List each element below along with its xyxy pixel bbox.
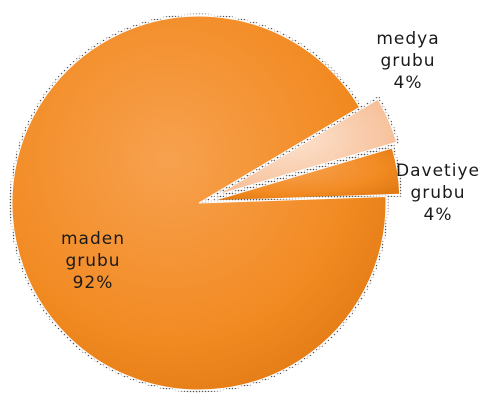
slice-label-maden: maden grubu 92% (61, 229, 125, 293)
pie-slice-maden (11, 15, 387, 391)
pie-slice-medya (217, 98, 398, 196)
slice-label-medya: medya grubu 4% (376, 29, 439, 93)
slice-label-line: grubu (380, 51, 435, 71)
slice-label-line: medya (376, 29, 439, 49)
slice-label-line: 92% (73, 273, 114, 293)
slice-label-line: Davetiye (396, 161, 480, 181)
slice-label-davetiye: Davetiye grubu 4% (396, 161, 480, 225)
pie-slice-davetiye (212, 147, 401, 202)
slice-label-line: 4% (394, 73, 423, 93)
slice-label-line: grubu (410, 183, 465, 203)
slice-label-line: grubu (65, 251, 120, 271)
slice-label-line: 4% (424, 205, 453, 225)
slice-label-line: maden (61, 229, 125, 249)
